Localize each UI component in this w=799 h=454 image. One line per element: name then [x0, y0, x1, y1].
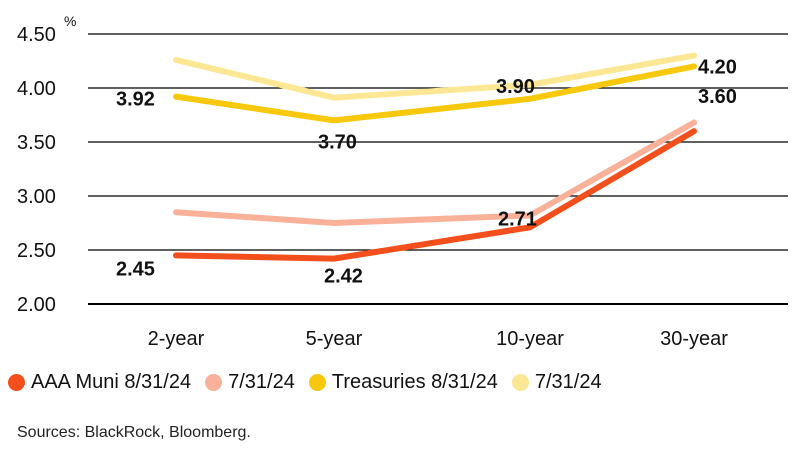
gridlines: [88, 33, 788, 305]
legend-item-aaa-muni-jul: 7/31/24: [205, 371, 295, 394]
data-label: 3.60: [698, 86, 737, 108]
data-label: 3.70: [318, 131, 357, 153]
data-label: 2.42: [324, 266, 363, 288]
y-tick-label: 2.50: [17, 240, 56, 262]
y-tick-label: 2.00: [17, 294, 56, 316]
y-axis-ticks: 2.00 2.50 3.00 3.50 4.00 4.50: [17, 24, 56, 316]
series-line: [173, 52, 697, 101]
legend-dot-icon: [308, 374, 326, 391]
x-category-label: 5-year: [306, 328, 363, 350]
data-labels: 3.92 3.70 3.90 4.20 2.45 2.42 2.71 3.60: [116, 56, 737, 287]
y-tick-label: 3.00: [17, 186, 56, 208]
y-unit-label: %: [64, 13, 76, 29]
data-label: 4.20: [698, 56, 737, 78]
x-category-label: 30-year: [660, 328, 728, 350]
legend-dot-icon: [205, 374, 223, 391]
legend-item-treasuries-jul: 7/31/24: [511, 371, 602, 394]
x-category-label: 10-year: [496, 328, 564, 350]
legend: AAA Muni 8/31/24 7/31/24 Treasuries 8/31…: [8, 371, 798, 394]
series-line: [173, 63, 697, 124]
source-note: Sources: BlackRock, Bloomberg.: [17, 424, 251, 441]
legend-item-aaa-muni-aug: AAA Muni 8/31/24: [8, 371, 191, 394]
legend-label: AAA Muni 8/31/24: [31, 371, 192, 393]
legend-label: 7/31/24: [534, 371, 602, 393]
line-chart: 2.00 2.50 3.00 3.50 4.00 4.50 % 3.92 3.70 3.90 4…: [17, 13, 788, 350]
legend-dot-icon: [511, 374, 529, 391]
y-tick-label: 3.50: [17, 132, 56, 154]
data-label: 2.71: [498, 208, 537, 230]
data-label: 3.90: [496, 76, 535, 98]
x-category-label: 2-year: [148, 328, 205, 350]
series-line: [173, 119, 697, 226]
y-tick-label: 4.00: [17, 78, 56, 100]
legend-label: 7/31/24: [228, 371, 295, 393]
legend-dot-icon: [8, 374, 25, 391]
data-label: 3.92: [116, 89, 155, 111]
data-label: 2.45: [116, 258, 155, 280]
x-axis-categories: 2-year 5-year 10-year 30-year: [148, 328, 729, 350]
series-lines: [173, 52, 697, 262]
legend-label: Treasuries 8/31/24: [331, 371, 498, 393]
series-line: [173, 128, 697, 262]
legend-item-treasuries-aug: Treasuries 8/31/24: [308, 371, 498, 394]
y-tick-label: 4.50: [17, 24, 56, 46]
